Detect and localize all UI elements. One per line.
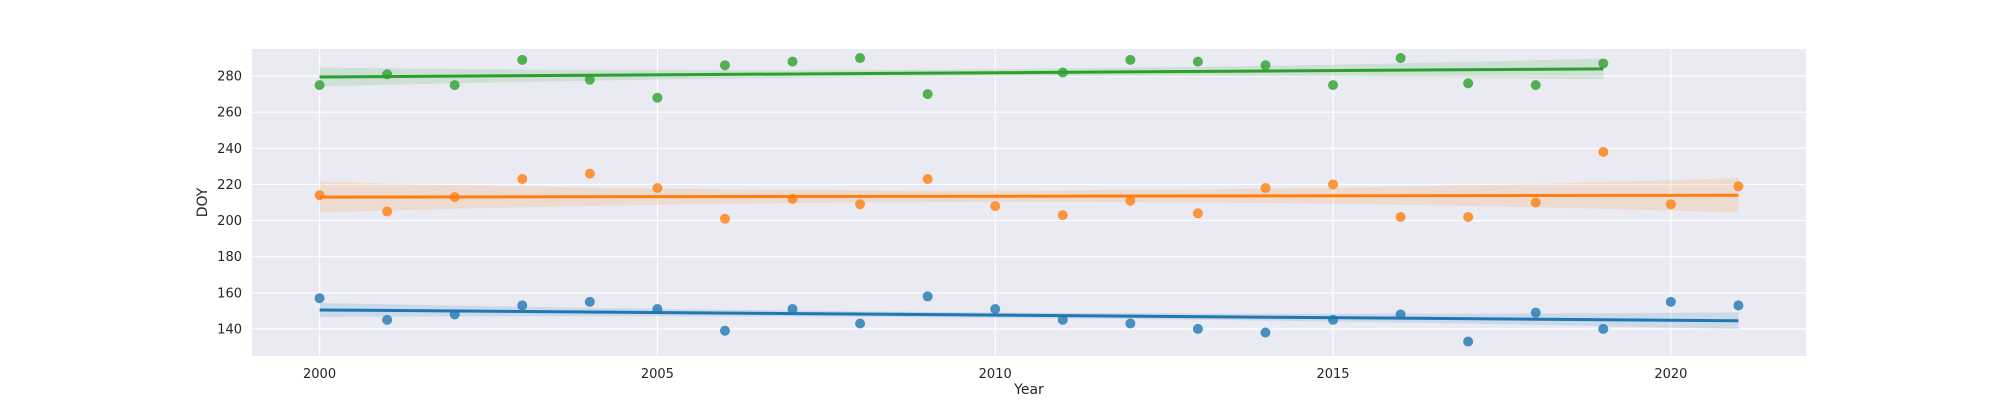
data-point — [382, 206, 393, 217]
data-point — [1665, 199, 1676, 210]
gridlines — [252, 49, 1806, 356]
data-point — [1260, 183, 1271, 194]
y-tick-label: 220 — [217, 178, 242, 193]
data-point — [1395, 53, 1406, 64]
data-point — [1463, 78, 1474, 89]
x-axis-ticks: 2000 2005 2010 2015 2020 — [303, 367, 1687, 382]
data-points — [314, 53, 1744, 347]
data-point — [1328, 179, 1339, 190]
data-point — [314, 80, 325, 91]
data-point — [517, 54, 528, 65]
data-point — [1463, 336, 1474, 347]
data-point — [584, 296, 595, 307]
data-point — [787, 56, 798, 67]
data-point — [719, 213, 730, 224]
data-point — [1192, 208, 1203, 219]
x-tick-label: 2000 — [303, 367, 336, 382]
data-point — [1665, 296, 1676, 307]
trend-line-series-2 — [319, 193, 1739, 199]
y-tick-label: 180 — [217, 250, 242, 265]
plot-area — [252, 49, 1806, 356]
data-point — [652, 183, 663, 194]
trend-line-series-1 — [319, 308, 1739, 323]
data-point — [517, 174, 528, 185]
data-point — [1395, 211, 1406, 222]
data-point — [1328, 80, 1339, 91]
y-tick-label: 160 — [217, 286, 242, 301]
data-point — [652, 92, 663, 103]
data-point — [990, 201, 1001, 212]
data-point — [517, 300, 528, 311]
data-point — [1125, 195, 1136, 206]
data-point — [855, 318, 866, 329]
data-point — [1598, 323, 1609, 334]
data-point — [314, 293, 325, 304]
x-tick-label: 2015 — [1316, 367, 1349, 382]
data-point — [1260, 60, 1271, 71]
data-point — [584, 168, 595, 179]
x-axis-label: Year — [1013, 382, 1044, 398]
trend-lines — [319, 67, 1739, 323]
data-point — [990, 304, 1001, 315]
y-tick-label: 200 — [217, 214, 242, 229]
data-point — [719, 60, 730, 71]
data-point — [855, 199, 866, 210]
data-point — [1125, 54, 1136, 65]
data-point — [855, 53, 866, 64]
data-point — [314, 190, 325, 201]
x-tick-label: 2010 — [979, 367, 1012, 382]
data-point — [1530, 307, 1541, 318]
data-point — [719, 325, 730, 336]
y-tick-label: 140 — [217, 322, 242, 337]
y-tick-label: 280 — [217, 70, 242, 85]
x-tick-label: 2020 — [1654, 367, 1687, 382]
trend-line-series-3 — [319, 67, 1604, 79]
data-point — [922, 174, 933, 185]
data-point — [584, 74, 595, 85]
y-axis-ticks: 140 160 180 200 220 240 260 280 — [217, 70, 242, 338]
data-point — [922, 89, 933, 100]
y-tick-label: 260 — [217, 106, 242, 121]
data-point — [449, 80, 460, 91]
data-point — [1530, 197, 1541, 208]
x-tick-label: 2005 — [641, 367, 674, 382]
data-point — [1733, 181, 1744, 192]
data-point — [1530, 80, 1541, 91]
data-point — [922, 291, 933, 302]
y-tick-label: 240 — [217, 142, 242, 157]
data-point — [382, 314, 393, 325]
data-point — [1260, 327, 1271, 338]
data-point — [1598, 58, 1609, 69]
data-point — [1598, 146, 1609, 157]
data-point — [1192, 56, 1203, 67]
data-point — [1192, 323, 1203, 334]
data-point — [787, 304, 798, 315]
data-point — [1057, 314, 1068, 325]
data-point — [1733, 300, 1744, 311]
data-point — [1125, 318, 1136, 329]
data-point — [1057, 210, 1068, 221]
y-axis-label: DOY — [195, 187, 211, 217]
data-point — [1463, 211, 1474, 222]
